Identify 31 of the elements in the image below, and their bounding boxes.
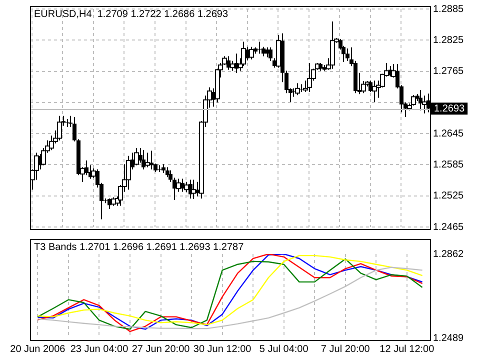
chart-title: T3 Bands 1.2701 1.2696 1.2691 1.2693 1.2787 (34, 242, 244, 253)
candlestick (249, 46, 254, 60)
y-tick-label: 1.2765 (433, 66, 464, 78)
y-tick-label: 1.2885 (433, 4, 464, 15)
y-tick-label: 1.2645 (433, 128, 464, 140)
y-tick-label: 1.2465 (433, 222, 464, 233)
x-tick-label: 12 Jul 12:00 (380, 344, 435, 355)
x-tick-label: 5 Jul 04:00 (259, 344, 309, 355)
y-tick-label: 1.2862 (433, 248, 464, 260)
candlestick (126, 155, 131, 190)
candlestick (258, 41, 262, 54)
candlestick (66, 118, 70, 128)
chart-title: EURUSD,H4 1.2709 1.2722 1.2686 1.2693 (34, 8, 228, 20)
candlestick (307, 62, 312, 93)
x-tick-label: 7 Jul 20:00 (320, 344, 370, 355)
x-tick-label: 27 Jun 20:00 (132, 344, 190, 355)
y-tick-label: 1.2525 (433, 190, 464, 202)
y-tick-label: 1.2825 (433, 34, 464, 46)
candlestick (418, 89, 422, 111)
candlestick (411, 94, 416, 106)
x-tick-label: 20 Jun 2006 (10, 344, 66, 355)
candlestick (57, 115, 62, 141)
candlestick (330, 20, 335, 70)
x-tick-label: 30 Jun 12:00 (193, 344, 252, 355)
candlestick (166, 166, 170, 178)
candlestick (158, 164, 162, 172)
x-tick-label: 23 Jun 04:00 (70, 344, 129, 355)
candlestick (241, 41, 246, 67)
ref-line-label: 1.2693 (434, 103, 466, 114)
y-tick-label: 1.2489 (433, 332, 464, 344)
y-tick-label: 1.2585 (433, 159, 464, 170)
